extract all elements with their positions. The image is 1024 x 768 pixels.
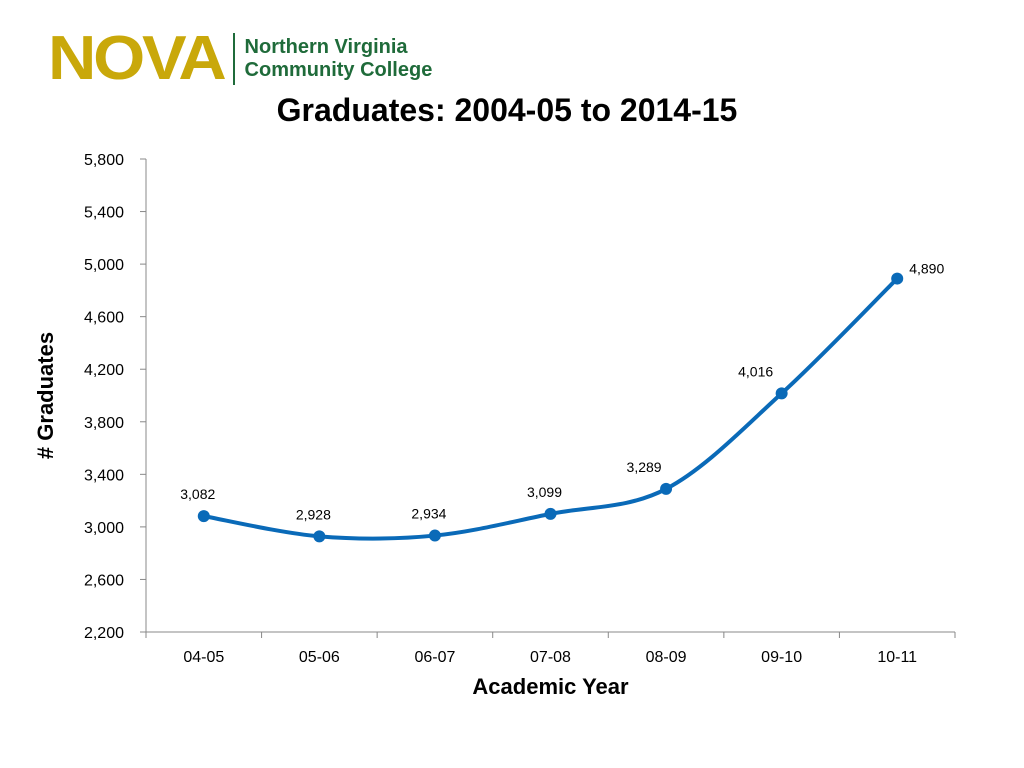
x-tick-label: 08-09 <box>646 649 687 666</box>
logo-wordmark: NOVA <box>48 24 227 93</box>
y-axis-title: # Graduates <box>33 332 58 459</box>
x-tick-label: 07-08 <box>530 649 571 666</box>
y-tick-label: 5,400 <box>84 205 124 222</box>
x-tick-label: 06-07 <box>414 649 455 666</box>
y-tick-label: 2,600 <box>84 572 124 589</box>
y-tick-label: 4,200 <box>84 362 124 379</box>
data-point-09-10 <box>775 387 788 400</box>
logo-college-name: Northern Virginia Community College <box>245 36 433 82</box>
y-tick-label: 3,000 <box>84 520 124 537</box>
chart-title: Graduates: 2004-05 to 2014-15 <box>276 92 738 128</box>
y-tick-label: 4,600 <box>84 310 124 327</box>
x-tick-label: 04-05 <box>183 649 224 666</box>
data-point-08-09 <box>660 482 673 495</box>
data-point-06-07 <box>428 529 441 542</box>
data-label: 2,934 <box>411 506 446 522</box>
x-tick-label: 10-11 <box>877 649 917 666</box>
data-label: 2,928 <box>296 506 331 522</box>
data-point-10-11 <box>891 272 904 285</box>
y-tick-label: 5,000 <box>84 257 124 274</box>
logo-divider <box>232 33 235 85</box>
logo-line-1: Northern Virginia <box>244 36 408 58</box>
x-axis-title: Academic Year <box>472 674 629 699</box>
y-tick-label: 3,400 <box>84 467 124 484</box>
data-label: 4,890 <box>909 261 944 277</box>
y-tick-label: 5,800 <box>84 152 124 169</box>
data-label: 3,082 <box>180 486 215 502</box>
nova-logo: NOVA Northern Virginia Community College <box>48 24 433 93</box>
y-tick-label: 3,800 <box>84 415 124 432</box>
logo-line-2: Community College <box>244 59 433 81</box>
x-tick-label: 09-10 <box>761 649 802 666</box>
data-label: 3,289 <box>627 459 662 475</box>
data-label: 3,099 <box>527 484 562 500</box>
data-label: 4,016 <box>738 363 773 379</box>
x-tick-label: 05-06 <box>299 649 340 666</box>
data-point-04-05 <box>197 510 210 523</box>
y-tick-label: 2,200 <box>84 625 124 642</box>
data-point-07-08 <box>544 507 557 520</box>
data-point-05-06 <box>313 530 326 543</box>
